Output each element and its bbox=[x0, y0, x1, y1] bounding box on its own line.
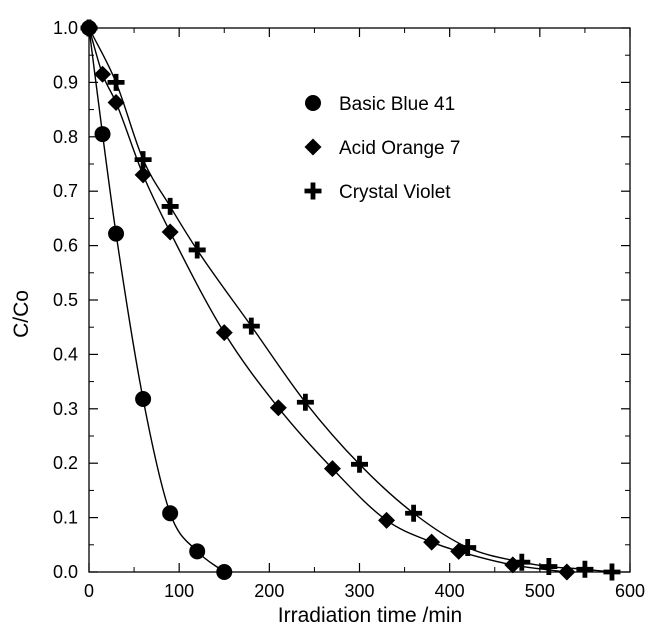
y-tick-label: 0.6 bbox=[53, 236, 78, 256]
y-tick-label: 0.9 bbox=[53, 72, 78, 92]
point-acid-orange-7 bbox=[161, 223, 179, 241]
y-axis-label: C/Co bbox=[10, 290, 33, 338]
curve-basic-blue-41 bbox=[88, 27, 225, 573]
x-tick-label: 400 bbox=[435, 581, 465, 601]
y-tick-label: 0.0 bbox=[53, 562, 78, 582]
point-acid-orange-7 bbox=[134, 166, 152, 184]
x-tick-label: 500 bbox=[525, 581, 555, 601]
point-acid-orange-7 bbox=[215, 324, 233, 342]
legend-marker-crystal-violet bbox=[304, 182, 322, 200]
point-basic-blue-41 bbox=[108, 225, 125, 242]
point-acid-orange-7 bbox=[423, 533, 441, 551]
y-tick-label: 0.3 bbox=[53, 399, 78, 419]
point-crystal-violet bbox=[513, 553, 531, 571]
point-crystal-violet bbox=[161, 197, 179, 215]
x-tick-label: 200 bbox=[254, 581, 284, 601]
legend-marker-acid-orange-7 bbox=[304, 138, 322, 156]
x-axis-label: Irradiation time /min bbox=[278, 604, 462, 627]
point-crystal-violet bbox=[405, 504, 423, 522]
legend-label-acid-orange-7: Acid Orange 7 bbox=[339, 138, 460, 159]
point-crystal-violet bbox=[242, 317, 260, 335]
y-tick-label: 0.5 bbox=[53, 290, 78, 310]
point-acid-orange-7 bbox=[94, 65, 112, 83]
point-crystal-violet bbox=[351, 455, 368, 473]
x-tick-label: 0 bbox=[84, 581, 94, 601]
y-tick-label: 0.8 bbox=[53, 127, 78, 147]
axes: 0 100 200 300 400 500 600 0.0 0.1 0.2 0.3 0.4 0.5 0.6… bbox=[53, 18, 645, 601]
point-crystal-violet bbox=[459, 539, 477, 557]
y-tick-label: 0.1 bbox=[53, 508, 78, 528]
curve-acid-orange-7 bbox=[88, 27, 567, 573]
y-tick-label: 0.7 bbox=[53, 181, 78, 201]
point-basic-blue-41 bbox=[162, 505, 179, 522]
data-markers bbox=[80, 19, 621, 581]
point-crystal-violet bbox=[188, 241, 206, 259]
x-tick-label: 300 bbox=[344, 581, 374, 601]
legend-label-crystal-violet: Crystal Violet bbox=[339, 182, 451, 203]
point-basic-blue-41 bbox=[189, 543, 206, 560]
x-tick-label: 600 bbox=[615, 581, 645, 601]
point-crystal-violet bbox=[134, 151, 152, 169]
point-acid-orange-7 bbox=[269, 399, 287, 417]
legend-marker-basic-blue-41 bbox=[305, 95, 321, 111]
y-tick-label: 0.2 bbox=[53, 453, 78, 473]
x-tick-label: 100 bbox=[164, 581, 194, 601]
point-basic-blue-41 bbox=[135, 391, 152, 408]
legend-label-basic-blue-41: Basic Blue 41 bbox=[339, 94, 455, 115]
point-crystal-violet bbox=[296, 393, 314, 411]
point-acid-orange-7 bbox=[378, 511, 396, 529]
y-tick-label: 1.0 bbox=[53, 18, 78, 38]
legend: Basic Blue 41 Acid Orange 7 Crystal Violet bbox=[304, 94, 460, 203]
point-crystal-violet bbox=[107, 73, 125, 91]
y-tick-label: 0.4 bbox=[53, 344, 78, 364]
point-acid-orange-7 bbox=[323, 460, 341, 478]
point-acid-orange-7 bbox=[107, 94, 125, 112]
point-basic-blue-41 bbox=[94, 126, 111, 143]
point-crystal-violet bbox=[540, 558, 558, 576]
